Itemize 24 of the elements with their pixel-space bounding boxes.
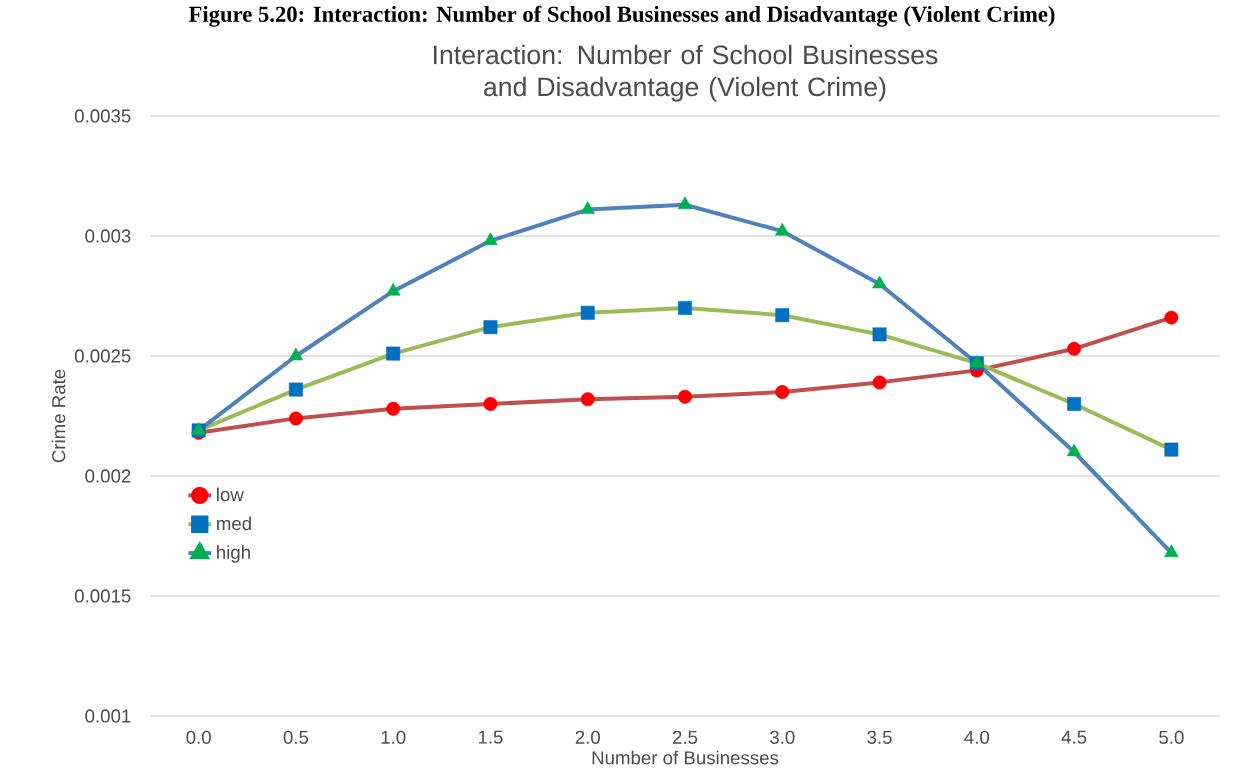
x-tick-label: 0.0 xyxy=(186,730,211,744)
x-tick-label: 3.5 xyxy=(867,730,892,744)
y-tick-label: 0.0015 xyxy=(74,589,131,603)
y-axis-title: Crime Rate xyxy=(51,369,66,463)
x-tick-label: 2.5 xyxy=(672,730,698,744)
x-tick-label: 5.0 xyxy=(1159,730,1184,744)
caption: Figure 5.20: Interaction: Number of School Businesses and Disadvantage (Violent Crime) xyxy=(188,5,1055,27)
chart-title: Interaction: Number of School Businesses and Disadvantage (Violent Crime) xyxy=(434,44,938,102)
y-tick-label: 0.002 xyxy=(85,469,131,483)
y-tick-label: 0.003 xyxy=(85,229,131,243)
legend-label: low xyxy=(217,487,244,502)
y-tick-label: 0.0035 xyxy=(74,109,131,123)
legend-label: high xyxy=(217,545,250,563)
x-tick-label: 4.0 xyxy=(964,730,990,744)
y-tick-label: 0.0025 xyxy=(74,349,131,363)
x-tick-label: 3.0 xyxy=(770,730,795,744)
x-tick-label: 4.5 xyxy=(1061,730,1087,744)
x-tick-label: 0.5 xyxy=(283,730,309,744)
x-tick-label: 1.5 xyxy=(478,730,503,744)
y-tick-label: 0.001 xyxy=(85,709,131,723)
x-tick-label: 2.0 xyxy=(575,730,600,744)
legend-label: med xyxy=(217,516,251,531)
x-tick-label: 1.0 xyxy=(381,730,406,744)
x-axis-title: Number of Businesses xyxy=(592,750,779,765)
